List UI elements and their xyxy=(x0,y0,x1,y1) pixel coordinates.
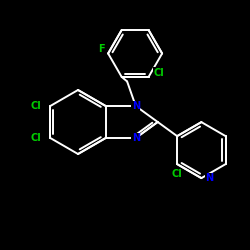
Text: F: F xyxy=(98,44,104,54)
Text: N: N xyxy=(205,173,214,183)
Text: N: N xyxy=(132,101,140,111)
Text: Cl: Cl xyxy=(31,133,42,143)
Text: Cl: Cl xyxy=(153,68,164,78)
Text: N: N xyxy=(132,133,140,143)
Text: Cl: Cl xyxy=(31,101,42,111)
Text: Cl: Cl xyxy=(172,169,182,179)
